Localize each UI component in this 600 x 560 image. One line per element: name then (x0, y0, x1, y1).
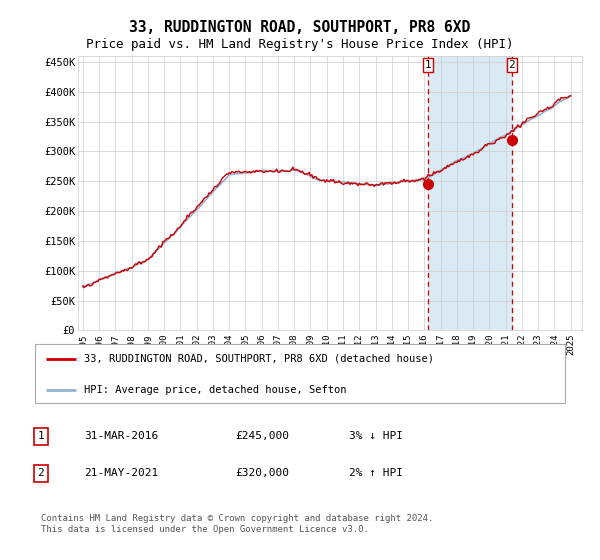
Text: £245,000: £245,000 (235, 431, 289, 441)
Text: 31-MAR-2016: 31-MAR-2016 (84, 431, 158, 441)
Text: 3% ↓ HPI: 3% ↓ HPI (349, 431, 403, 441)
Text: £320,000: £320,000 (235, 468, 289, 478)
Text: 1: 1 (425, 60, 431, 70)
Text: 33, RUDDINGTON ROAD, SOUTHPORT, PR8 6XD (detached house): 33, RUDDINGTON ROAD, SOUTHPORT, PR8 6XD … (84, 354, 434, 364)
Text: 1: 1 (37, 431, 44, 441)
Text: 2: 2 (508, 60, 515, 70)
Text: 33, RUDDINGTON ROAD, SOUTHPORT, PR8 6XD: 33, RUDDINGTON ROAD, SOUTHPORT, PR8 6XD (130, 20, 470, 35)
Text: Contains HM Land Registry data © Crown copyright and database right 2024.
This d: Contains HM Land Registry data © Crown c… (41, 515, 433, 534)
Text: 21-MAY-2021: 21-MAY-2021 (84, 468, 158, 478)
Text: 2: 2 (37, 468, 44, 478)
FancyBboxPatch shape (35, 344, 565, 403)
Bar (428, 56, 512, 330)
Text: Price paid vs. HM Land Registry's House Price Index (HPI): Price paid vs. HM Land Registry's House … (86, 38, 514, 51)
Text: HPI: Average price, detached house, Sefton: HPI: Average price, detached house, Seft… (84, 385, 347, 395)
Text: 2% ↑ HPI: 2% ↑ HPI (349, 468, 403, 478)
